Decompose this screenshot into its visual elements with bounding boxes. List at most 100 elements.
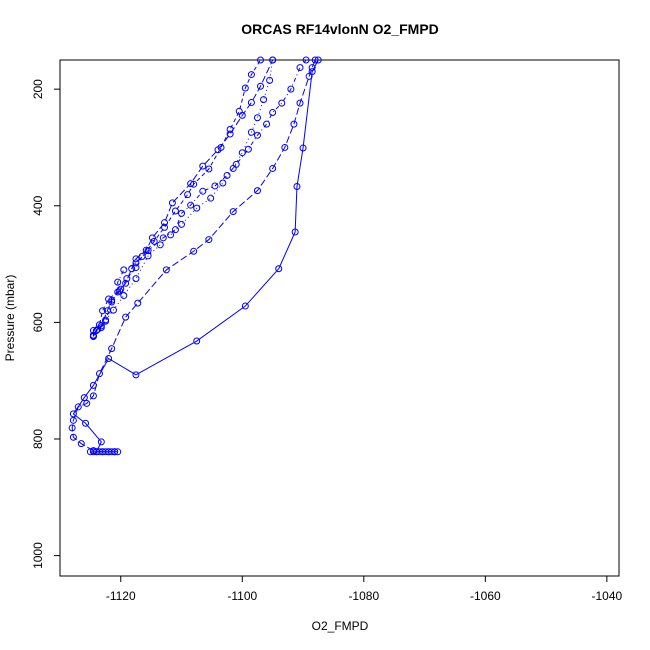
data-point bbox=[102, 316, 110, 324]
data-point bbox=[199, 187, 207, 195]
data-point bbox=[114, 278, 122, 286]
data-point bbox=[253, 187, 261, 195]
data-point bbox=[193, 204, 201, 212]
data-point bbox=[111, 448, 119, 456]
data-point bbox=[103, 307, 111, 315]
data-point bbox=[77, 440, 85, 448]
data-point bbox=[132, 275, 140, 283]
data-point bbox=[105, 295, 113, 303]
data-point bbox=[247, 99, 255, 107]
data-point bbox=[275, 265, 283, 273]
data-point bbox=[226, 130, 234, 138]
x-tick-label: -1080 bbox=[348, 589, 379, 603]
data-point bbox=[99, 307, 107, 315]
data-series bbox=[86, 448, 122, 456]
data-point bbox=[244, 145, 252, 153]
data-point bbox=[69, 416, 77, 424]
data-point bbox=[299, 144, 307, 152]
data-point bbox=[122, 313, 130, 321]
data-point bbox=[178, 220, 186, 228]
data-point bbox=[291, 228, 299, 236]
y-tick-label: 400 bbox=[31, 195, 45, 215]
plot-frame bbox=[59, 59, 620, 577]
data-point bbox=[232, 160, 240, 168]
data-point bbox=[211, 182, 219, 190]
data-point bbox=[293, 183, 301, 191]
data-point bbox=[296, 64, 304, 72]
data-point bbox=[132, 255, 140, 263]
data-point bbox=[287, 85, 295, 93]
y-tick-label: 800 bbox=[31, 429, 45, 449]
data-point bbox=[205, 165, 213, 173]
data-point bbox=[120, 292, 128, 300]
data-series bbox=[69, 56, 322, 456]
data-point bbox=[241, 84, 249, 92]
data-point bbox=[238, 111, 246, 119]
data-point bbox=[156, 241, 164, 249]
data-point bbox=[159, 234, 167, 242]
data-point bbox=[260, 96, 268, 104]
data-point bbox=[171, 226, 179, 234]
data-point bbox=[305, 72, 313, 80]
x-tick-label: -1060 bbox=[470, 589, 501, 603]
data-point bbox=[134, 299, 142, 307]
y-tick-label: 1000 bbox=[31, 542, 45, 569]
data-point bbox=[266, 76, 274, 84]
data-point bbox=[278, 99, 286, 107]
y-axis: 200 400 600 800 1000 bbox=[31, 79, 60, 569]
data-point bbox=[142, 246, 150, 254]
data-point bbox=[184, 191, 192, 199]
data-point bbox=[150, 237, 158, 245]
data-point bbox=[105, 355, 113, 363]
data-point bbox=[269, 164, 277, 172]
data-point bbox=[219, 179, 227, 187]
data-point bbox=[253, 131, 261, 139]
data-point bbox=[162, 266, 170, 274]
data-point bbox=[187, 180, 195, 188]
data-point bbox=[128, 265, 136, 273]
data-point bbox=[161, 223, 169, 231]
data-point bbox=[302, 56, 310, 64]
data-point bbox=[161, 219, 169, 227]
data-point bbox=[89, 392, 97, 400]
series-line bbox=[92, 59, 274, 337]
data-series bbox=[68, 56, 319, 455]
data-point bbox=[257, 82, 265, 90]
data-point bbox=[74, 403, 82, 411]
x-tick-label: -1040 bbox=[591, 589, 622, 603]
data-point bbox=[122, 279, 130, 287]
x-axis-label: O2_FMPD bbox=[312, 619, 369, 633]
data-point bbox=[257, 56, 265, 64]
data-point bbox=[314, 56, 322, 64]
data-point bbox=[229, 208, 237, 216]
data-series bbox=[89, 56, 277, 339]
data-point bbox=[187, 201, 195, 209]
data-point bbox=[138, 252, 146, 260]
data-point bbox=[238, 149, 246, 157]
data-point bbox=[97, 322, 105, 330]
y-axis-label: Pressure (mbar) bbox=[3, 275, 17, 362]
data-point bbox=[178, 209, 186, 217]
data-point bbox=[120, 266, 128, 274]
series-layer bbox=[68, 56, 322, 456]
data-point bbox=[167, 231, 175, 239]
data-point bbox=[190, 247, 198, 255]
data-point bbox=[263, 120, 271, 128]
data-point bbox=[247, 128, 255, 136]
x-axis: -1120 -1100 -1080 -1060 -1040 bbox=[106, 576, 623, 603]
data-point bbox=[80, 394, 88, 402]
data-series bbox=[89, 56, 277, 340]
data-point bbox=[82, 419, 90, 427]
data-point bbox=[269, 108, 277, 116]
data-point bbox=[296, 99, 304, 107]
data-point bbox=[311, 56, 319, 64]
data-point bbox=[281, 143, 289, 151]
data-point bbox=[132, 371, 140, 379]
data-point bbox=[168, 199, 176, 207]
series-line bbox=[92, 59, 307, 337]
data-point bbox=[108, 296, 116, 304]
data-point bbox=[89, 327, 97, 335]
data-point bbox=[94, 325, 102, 333]
data-point bbox=[253, 114, 261, 122]
chart-title: ORCAS RF14vlonN O2_FMPD bbox=[241, 21, 439, 37]
